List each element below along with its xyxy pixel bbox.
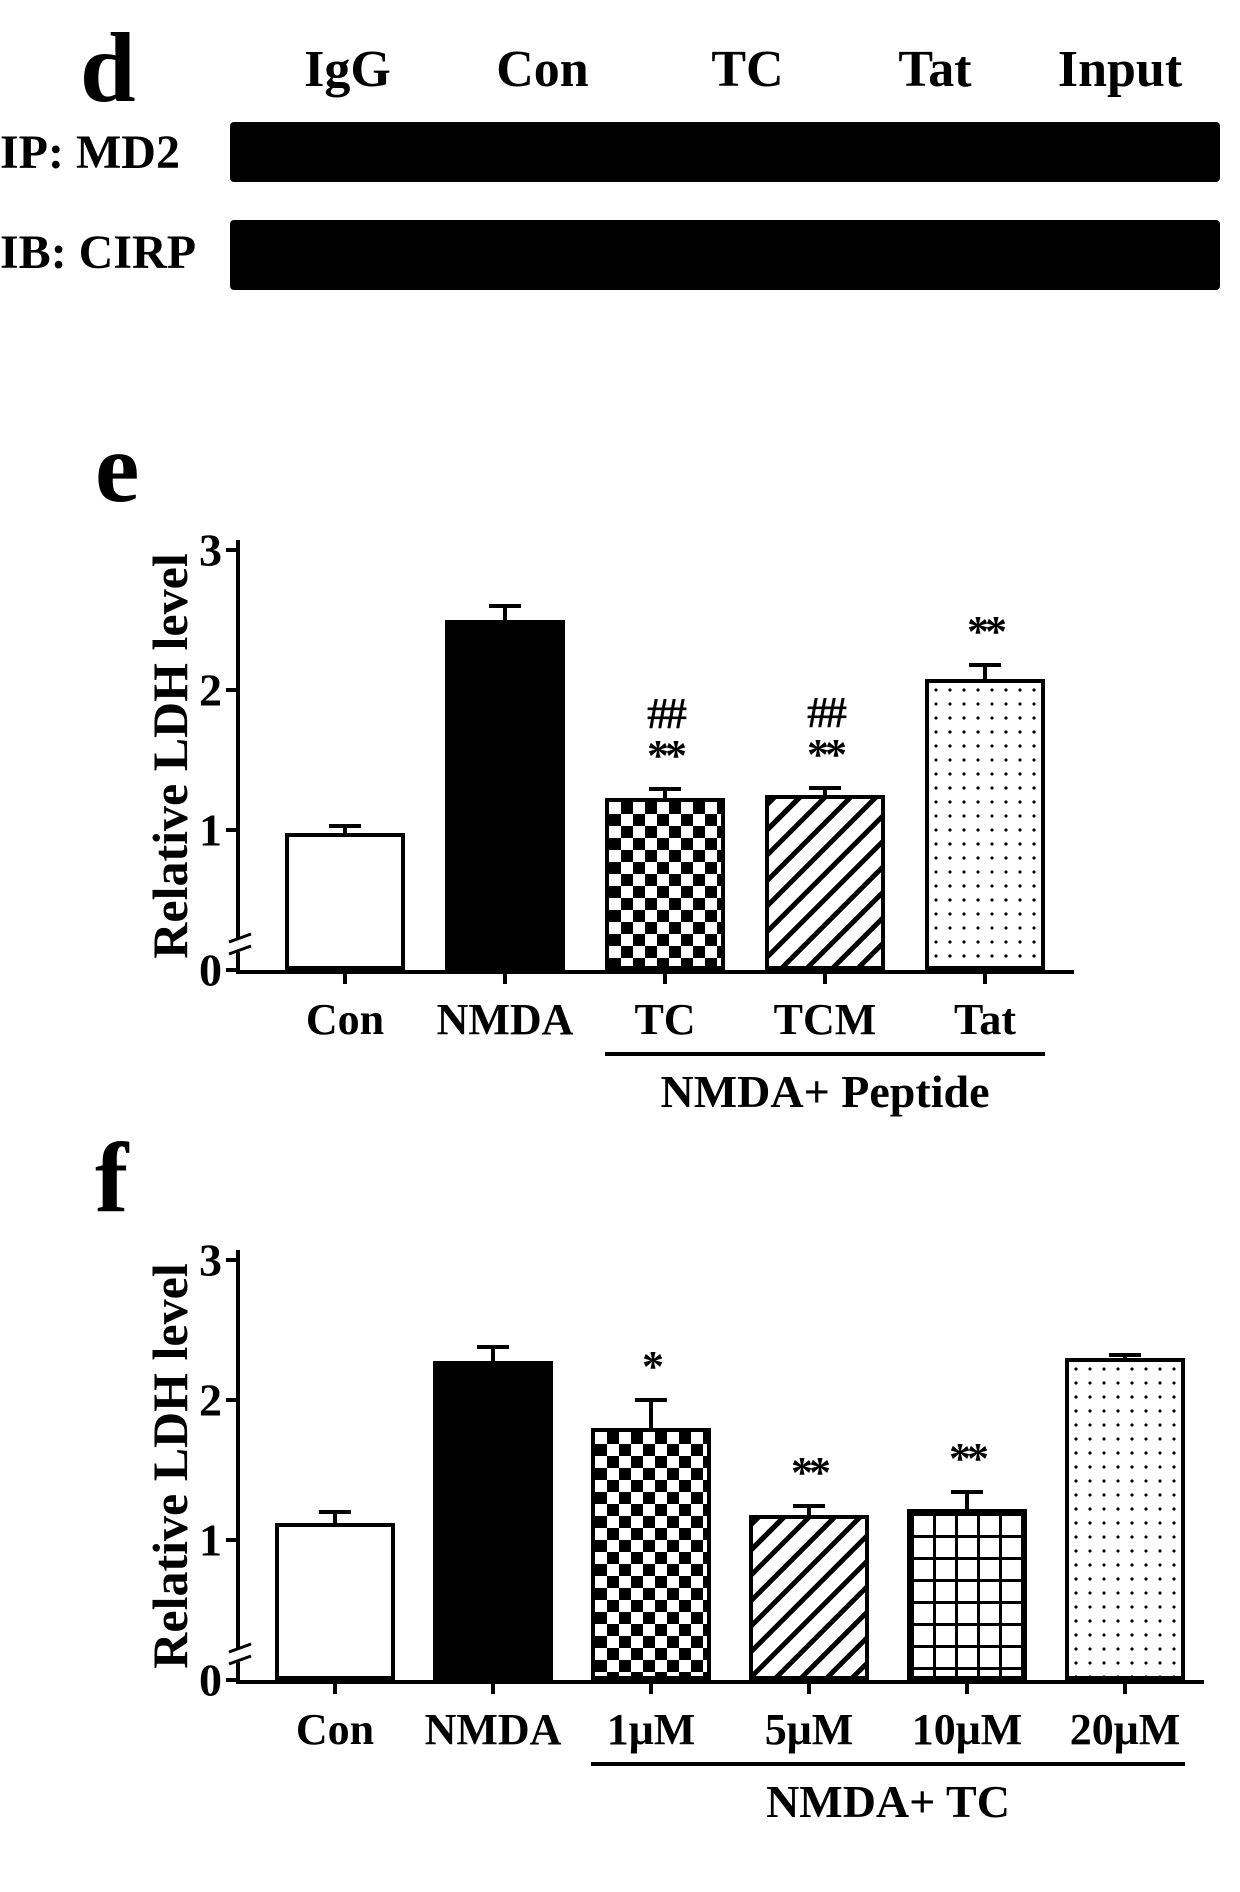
plot-area: 0123Relative LDH levelConNMDA1μM*5μM**10… bbox=[240, 1260, 1200, 1680]
bar bbox=[275, 1523, 395, 1680]
sig-star: ** bbox=[791, 1447, 827, 1498]
x-label: 20μM bbox=[1070, 1680, 1180, 1755]
bar bbox=[591, 1428, 711, 1680]
col-igg: IgG bbox=[260, 40, 435, 99]
col-input: Input bbox=[1025, 40, 1215, 99]
error-bar bbox=[983, 665, 987, 679]
bar bbox=[765, 795, 885, 970]
bar bbox=[605, 798, 725, 970]
bar bbox=[285, 833, 405, 970]
x-label: Con bbox=[306, 970, 384, 1045]
panel-e: e 0123Relative LDH levelConNMDATC**##TCM… bbox=[110, 430, 1160, 1070]
col-con: Con bbox=[435, 40, 650, 99]
error-cap bbox=[809, 786, 841, 790]
row-label-ip: IP: MD2 bbox=[0, 125, 180, 180]
x-label: 10μM bbox=[912, 1680, 1022, 1755]
y-tick-label: 2 bbox=[199, 1374, 240, 1427]
col-tat: Tat bbox=[845, 40, 1025, 99]
sig-star: * bbox=[642, 1341, 660, 1392]
x-label: NMDA bbox=[425, 1680, 562, 1755]
row-label-ib: IB: CIRP bbox=[0, 225, 196, 280]
col-tc: TC bbox=[650, 40, 845, 99]
error-cap bbox=[1109, 1353, 1141, 1357]
error-bar bbox=[503, 606, 507, 620]
chart-e: 0123Relative LDH levelConNMDATC**##TCM**… bbox=[110, 430, 1160, 1070]
bar bbox=[907, 1509, 1027, 1680]
error-cap bbox=[793, 1504, 825, 1508]
bar bbox=[1065, 1358, 1185, 1680]
y-tick-label: 3 bbox=[199, 524, 240, 577]
plot-area: 0123Relative LDH levelConNMDATC**##TCM**… bbox=[240, 550, 1070, 970]
panel-d-label: d bbox=[80, 10, 136, 125]
x-label: Tat bbox=[954, 970, 1016, 1045]
x-axis bbox=[236, 1680, 1204, 1684]
blot-band-ip bbox=[230, 122, 1220, 182]
y-axis-label: Relative LDH level bbox=[141, 546, 199, 966]
x-label: Con bbox=[296, 1680, 374, 1755]
sig-star: ** bbox=[967, 606, 1003, 657]
error-cap bbox=[951, 1490, 983, 1494]
y-tick-label: 0 bbox=[199, 944, 240, 997]
error-bar bbox=[491, 1347, 495, 1361]
error-cap bbox=[329, 824, 361, 828]
sig-hash: ## bbox=[647, 688, 683, 739]
error-cap bbox=[489, 604, 521, 608]
blot-column-headers: IgG Con TC Tat Input bbox=[260, 40, 1215, 99]
group-label: NMDA+ TC bbox=[766, 1775, 1010, 1828]
y-axis-label: Relative LDH level bbox=[141, 1256, 199, 1676]
error-cap bbox=[635, 1398, 667, 1402]
y-tick-label: 0 bbox=[199, 1654, 240, 1707]
chart-f: 0 1 2 3Relative LDH level Con NMDA 1μM * 5μM ** 10… bbox=[110, 1140, 1220, 1780]
y-axis-upper bbox=[236, 540, 240, 938]
x-label: NMDA bbox=[437, 970, 574, 1045]
bar bbox=[445, 620, 565, 970]
y-tick-label: 1 bbox=[199, 1514, 240, 1567]
panel-f: f 0123Relative LDH levelConNMDA1μM*5μM**… bbox=[110, 1140, 1220, 1780]
x-label: 5μM bbox=[765, 1680, 853, 1755]
x-label: 1μM bbox=[607, 1680, 695, 1755]
blot-band-ib bbox=[230, 220, 1220, 290]
group-bracket bbox=[605, 1052, 1045, 1056]
error-cap bbox=[969, 663, 1001, 667]
x-label: TC bbox=[634, 970, 695, 1045]
bar bbox=[925, 679, 1045, 970]
bar bbox=[749, 1515, 869, 1680]
sig-hash: ## bbox=[807, 687, 843, 738]
error-cap bbox=[319, 1510, 351, 1514]
x-label: TCM bbox=[774, 970, 877, 1045]
y-axis-upper bbox=[236, 1250, 240, 1648]
group-label: NMDA+ Peptide bbox=[661, 1065, 990, 1118]
error-bar bbox=[649, 1400, 653, 1428]
y-tick-label: 3 bbox=[199, 1234, 240, 1287]
error-bar bbox=[965, 1492, 969, 1509]
error-cap bbox=[477, 1345, 509, 1349]
y-tick-label: 1 bbox=[199, 804, 240, 857]
y-tick-label: 2 bbox=[199, 664, 240, 717]
sig-star: ** bbox=[949, 1433, 985, 1484]
error-cap bbox=[649, 787, 681, 791]
bar bbox=[433, 1361, 553, 1680]
group-bracket bbox=[591, 1762, 1185, 1766]
